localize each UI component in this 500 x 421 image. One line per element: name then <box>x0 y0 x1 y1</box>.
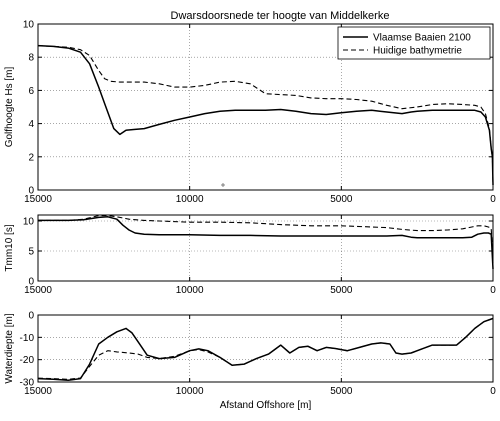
y-tick-label: 10 <box>23 20 35 31</box>
series-line-vlaamse-baaien-2100 <box>38 216 494 270</box>
y-tick-label: 6 <box>28 86 34 97</box>
series-line-huidige-bathymetrie <box>37 45 494 184</box>
y-axis-label: Golfhoogte Hs [m] <box>4 66 15 147</box>
legend-entry: Vlaamse Baaien 2100 <box>373 33 471 44</box>
legend-box <box>337 26 491 60</box>
x-axis-label: Afstand Offshore [m] <box>220 400 312 411</box>
legend: Vlaamse Baaien 2100 Huidige bathymetrie <box>337 26 491 60</box>
y-tick-label: 2 <box>28 152 34 163</box>
y-tick-label: -30 <box>20 378 35 389</box>
x-tick-label: 5000 <box>330 194 353 205</box>
y-tick-label: 8 <box>28 53 34 64</box>
y-tick-label: 0 <box>28 277 34 288</box>
series-line-huidige-bathymetrie <box>38 215 494 264</box>
y-tick-label: 0 <box>28 311 34 322</box>
x-tick-label: 0 <box>490 194 496 205</box>
plot-area <box>37 314 494 383</box>
x-tick-label: 0 <box>490 285 496 296</box>
figure-title: Dwarsdoorsnede ter hoogte van Middelkerk… <box>171 10 390 22</box>
x-tick-label: 5000 <box>330 285 353 296</box>
plot-area <box>37 214 494 282</box>
y-tick-label: 4 <box>28 119 34 130</box>
x-tick-label: 10000 <box>176 386 204 397</box>
series-line-huidige-bathymetrie <box>37 317 494 380</box>
x-tick-label: 10000 <box>176 285 204 296</box>
x-tick-label: 5000 <box>330 386 353 397</box>
legend-entry: Huidige bathymetrie <box>373 46 462 57</box>
y-tick-label: -20 <box>20 355 35 366</box>
panel-3: 15000 10000 5000 0 -30 -20 -10 0 Waterdiepte [m]… <box>4 311 496 412</box>
x-tick-label: 15000 <box>24 285 52 296</box>
y-tick-label: 5 <box>28 247 34 258</box>
panel-2: 15000 10000 5000 0 0 5 10 Tmm10 [s] <box>4 214 496 296</box>
panel-1: 15000 10000 5000 0 0 2 4 6 8 10 Golfhoogte Hs [m] V… <box>4 20 496 206</box>
x-tick-label: 0 <box>490 386 496 397</box>
x-tick-label: 15000 <box>24 194 52 205</box>
x-tick-label: 10000 <box>176 194 204 205</box>
series-line-vlaamse-baaien-2100 <box>37 44 494 186</box>
y-tick-label: 10 <box>23 217 35 228</box>
y-axis-label: Waterdiepte [m] <box>4 313 15 383</box>
y-axis-label: Tmm10 [s] <box>4 224 15 271</box>
x-tick-label: 15000 <box>24 386 52 397</box>
y-tick-label: 0 <box>28 186 34 197</box>
y-tick-label: -10 <box>20 333 35 344</box>
